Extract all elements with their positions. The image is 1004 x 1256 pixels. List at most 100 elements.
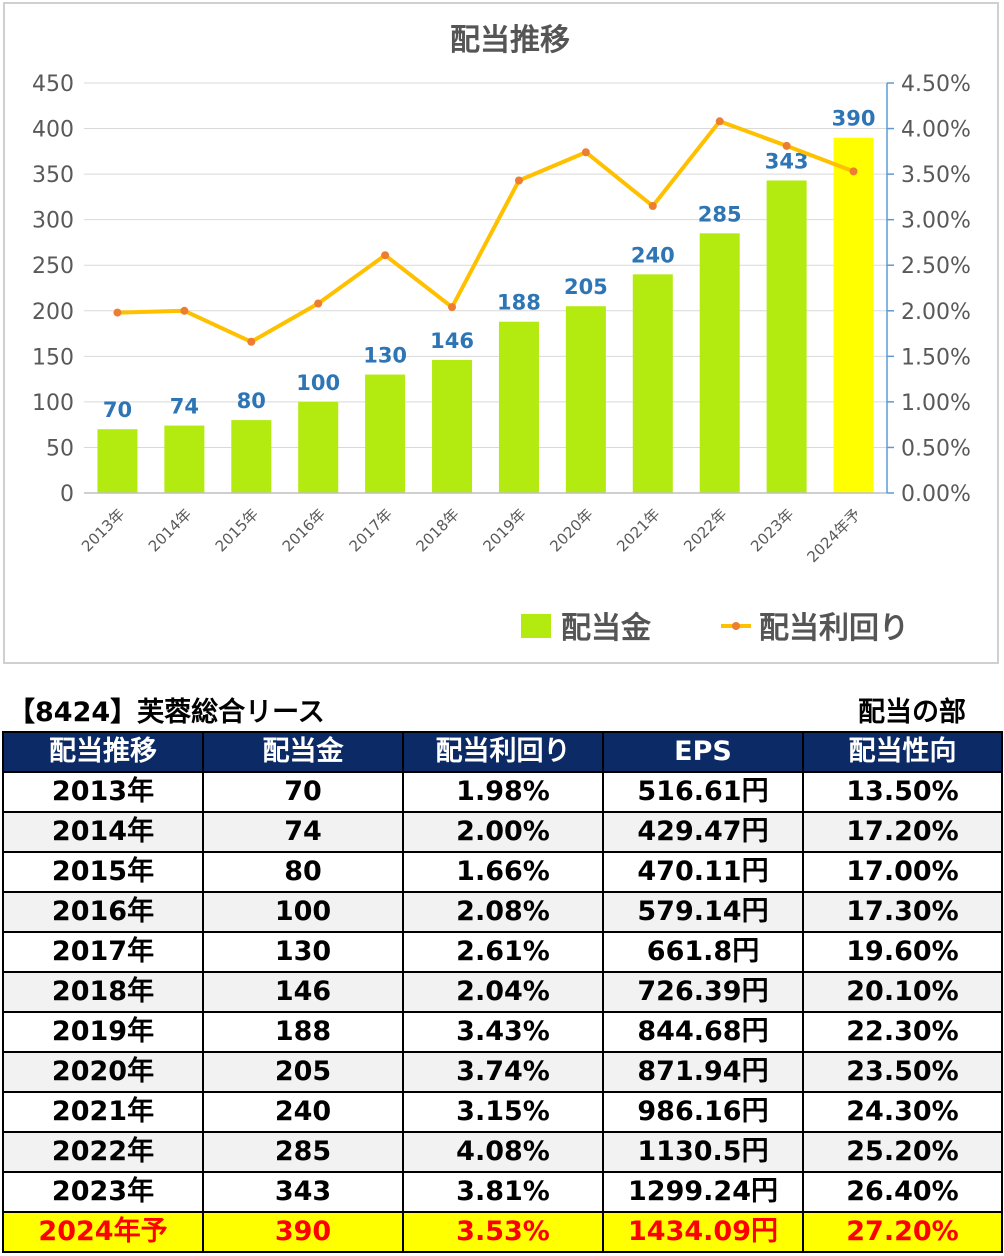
y2-tick-label: 1.50% bbox=[901, 345, 971, 370]
table-cell: 429.47円 bbox=[602, 811, 804, 853]
table-cell: 2.00% bbox=[402, 811, 604, 853]
table-cell: 146 bbox=[202, 971, 404, 1013]
table-cell: 661.8円 bbox=[602, 931, 804, 973]
table-cell: 70 bbox=[202, 771, 404, 813]
table-cell: 986.16円 bbox=[602, 1091, 804, 1133]
table-cell: 20.10% bbox=[802, 971, 1003, 1013]
x-tick-label: 2021年 bbox=[613, 505, 663, 555]
y2-tick-label: 4.00% bbox=[901, 118, 971, 143]
column-header: 配当利回り bbox=[402, 731, 604, 773]
table-cell: 17.20% bbox=[802, 811, 1003, 853]
table-row: 2013年 70 1.98% 516.61円 13.50% bbox=[2, 771, 1003, 813]
legend-marker bbox=[732, 622, 740, 630]
table-cell: 1434.09円 bbox=[602, 1211, 804, 1253]
bar bbox=[97, 429, 138, 493]
table-cell: 1130.5円 bbox=[602, 1131, 804, 1173]
y-tick-label: 100 bbox=[32, 391, 74, 416]
table-cell: 26.40% bbox=[802, 1171, 1003, 1213]
y-tick-label: 0 bbox=[60, 482, 74, 507]
bar-data-label: 146 bbox=[430, 329, 474, 353]
table-cell: 343 bbox=[202, 1171, 404, 1213]
y-tick-label: 150 bbox=[32, 345, 74, 370]
table-cell: 3.53% bbox=[402, 1211, 604, 1253]
table-cell: 23.50% bbox=[802, 1051, 1003, 1093]
table-cell: 24.30% bbox=[802, 1091, 1003, 1133]
chart-panel: 配当推移 70 74 80 100 130 146 188 205 240 285 343 390 0… bbox=[3, 2, 999, 664]
legend-label-bar: 配当金 bbox=[561, 611, 652, 646]
table-cell: 2014年 bbox=[2, 811, 204, 853]
bar-data-label: 205 bbox=[564, 275, 608, 299]
bar bbox=[699, 233, 740, 494]
bar bbox=[164, 425, 205, 493]
table-cell: 470.11円 bbox=[602, 851, 804, 893]
bar bbox=[565, 306, 606, 493]
table-cell: 2015年 bbox=[2, 851, 204, 893]
table-cell: 3.81% bbox=[402, 1171, 604, 1213]
table-header: 配当推移 配当金 配当利回り EPS 配当性向 bbox=[2, 731, 1003, 773]
table-row: 2023年 343 3.81% 1299.24円 26.40% bbox=[2, 1171, 1003, 1213]
bar-data-label: 390 bbox=[832, 107, 876, 131]
x-tick-label: 2023年 bbox=[747, 505, 797, 555]
x-tick-label: 2018年 bbox=[413, 505, 463, 555]
table-row: 2021年 240 3.15% 986.16円 24.30% bbox=[2, 1091, 1003, 1133]
legend-swatch-bar bbox=[521, 614, 551, 638]
column-header: 配当性向 bbox=[802, 731, 1003, 773]
bar-data-label: 74 bbox=[170, 395, 199, 419]
table-cell: 3.15% bbox=[402, 1091, 604, 1133]
table-cell: 80 bbox=[202, 851, 404, 893]
table-cell: 390 bbox=[202, 1211, 404, 1253]
table-cell: 2016年 bbox=[2, 891, 204, 933]
bar bbox=[766, 180, 807, 493]
table-cell: 3.43% bbox=[402, 1011, 604, 1053]
table-cell: 1.66% bbox=[402, 851, 604, 893]
yield-point bbox=[715, 117, 724, 126]
bar bbox=[632, 274, 673, 493]
table-cell: 188 bbox=[202, 1011, 404, 1053]
table-cell: 130 bbox=[202, 931, 404, 973]
table-cell: 726.39円 bbox=[602, 971, 804, 1013]
x-tick-label: 2014年 bbox=[145, 505, 195, 555]
y2-tick-label: 4.50% bbox=[901, 72, 971, 97]
yield-point bbox=[514, 176, 523, 185]
yield-point bbox=[314, 299, 323, 308]
bar-data-label: 70 bbox=[103, 398, 132, 422]
bar bbox=[298, 401, 339, 493]
table-cell: 2.04% bbox=[402, 971, 604, 1013]
bar-data-label: 100 bbox=[296, 371, 340, 395]
yield-point bbox=[849, 167, 858, 176]
table-cell: 2021年 bbox=[2, 1091, 204, 1133]
section-title: 配当の部 bbox=[858, 697, 966, 728]
y2-tick-label: 3.50% bbox=[901, 163, 971, 188]
yield-point bbox=[581, 148, 590, 157]
table-cell: 2013年 bbox=[2, 771, 204, 813]
legend-label-line: 配当利回り bbox=[759, 611, 909, 646]
table-cell: 27.20% bbox=[802, 1211, 1003, 1253]
y2-tick-label: 2.50% bbox=[901, 254, 971, 279]
bar bbox=[432, 359, 473, 493]
table-cell: 17.30% bbox=[802, 891, 1003, 933]
column-header: 配当推移 bbox=[2, 731, 204, 773]
table-cell: 2024年予 bbox=[2, 1211, 204, 1253]
x-tick-label: 2022年 bbox=[680, 505, 730, 555]
bar bbox=[833, 137, 874, 493]
table-cell: 2020年 bbox=[2, 1051, 204, 1093]
table-cell: 2018年 bbox=[2, 971, 204, 1013]
table-cell: 844.68円 bbox=[602, 1011, 804, 1053]
table-cell: 285 bbox=[202, 1131, 404, 1173]
dividend-table: 配当推移 配当金 配当利回り EPS 配当性向 2013年 70 1.98% 516.61円 1… bbox=[2, 731, 1003, 1253]
yield-point bbox=[381, 251, 390, 260]
yield-point bbox=[247, 337, 256, 346]
table-row: 2015年 80 1.66% 470.11円 17.00% bbox=[2, 851, 1003, 893]
table-cell: 516.61円 bbox=[602, 771, 804, 813]
table-row: 2014年 74 2.00% 429.47円 17.20% bbox=[2, 811, 1003, 853]
table-cell: 2022年 bbox=[2, 1131, 204, 1173]
table-cell: 13.50% bbox=[802, 771, 1003, 813]
bar-data-label: 130 bbox=[363, 344, 407, 368]
y-tick-label: 250 bbox=[32, 254, 74, 279]
y2-tick-label: 2.00% bbox=[901, 300, 971, 325]
bar-data-label: 188 bbox=[497, 291, 541, 315]
yield-point bbox=[180, 306, 189, 315]
x-tick-label: 2015年 bbox=[212, 505, 262, 555]
company-title: 【8424】芙蓉総合リース bbox=[8, 697, 325, 728]
